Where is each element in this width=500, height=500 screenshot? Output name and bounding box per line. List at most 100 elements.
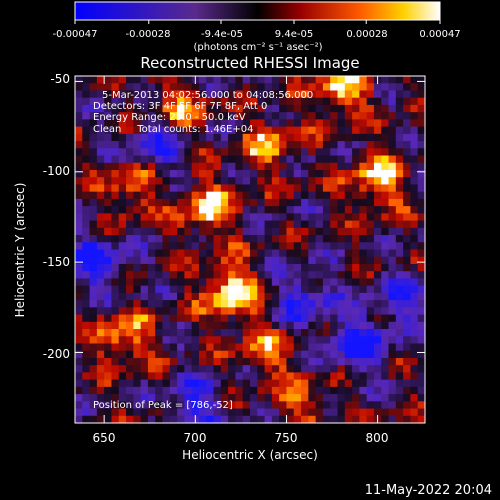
heatmap-cell — [330, 213, 339, 222]
heatmap-cell — [242, 191, 251, 200]
heatmap-cell — [155, 300, 164, 308]
heatmap-cell — [403, 263, 412, 272]
heatmap-cell — [177, 292, 185, 301]
heatmap-cell — [75, 314, 83, 323]
heatmap-cell — [250, 83, 258, 92]
heatmap-cell — [322, 141, 331, 149]
heatmap-cell — [104, 365, 113, 373]
heatmap-cell — [308, 386, 317, 395]
heatmap-cell — [344, 126, 353, 135]
heatmap-cell — [82, 357, 91, 366]
heatmap-cell — [271, 220, 280, 229]
heatmap-cell — [177, 213, 185, 222]
heatmap-cell — [96, 155, 105, 164]
heatmap-cell — [279, 343, 288, 352]
heatmap-cell — [286, 206, 295, 214]
heatmap-cell — [198, 191, 207, 200]
heatmap-cell — [220, 198, 229, 207]
heatmap-cell — [301, 285, 309, 294]
heatmap-cell — [301, 177, 309, 186]
heatmap-cell — [104, 76, 113, 84]
heatmap-cell — [126, 227, 134, 236]
heatmap-cell — [104, 307, 113, 316]
heatmap-cell — [352, 141, 360, 149]
heatmap-cell — [344, 343, 353, 352]
heatmap-cell — [315, 394, 324, 402]
heatmap-cell — [198, 90, 207, 99]
heatmap-cell — [308, 76, 317, 84]
heatmap-cell — [118, 329, 127, 337]
heatmap-cell — [220, 415, 229, 423]
heatmap-cell — [235, 372, 244, 381]
heatmap-cell — [286, 401, 295, 410]
heatmap-cell — [286, 162, 295, 171]
heatmap-cell — [352, 220, 360, 229]
heatmap-cell — [198, 184, 207, 193]
heatmap-cell — [337, 76, 346, 84]
heatmap-cell — [381, 198, 390, 207]
heatmap-cell — [337, 141, 346, 149]
heatmap-cell — [366, 177, 375, 186]
heatmap-cell — [410, 365, 419, 373]
heatmap-cell — [344, 213, 353, 222]
heatmap-cell — [373, 357, 382, 366]
heatmap-cell — [177, 271, 185, 280]
heatmap-cell — [162, 292, 171, 301]
heatmap-cell — [373, 271, 382, 280]
heatmap-cell — [235, 292, 244, 301]
heatmap-cell — [308, 300, 317, 308]
heatmap-cell — [286, 321, 295, 330]
heatmap-cell — [96, 263, 105, 272]
heatmap-cell — [293, 119, 302, 128]
heatmap-cell — [373, 314, 382, 323]
footer-date: 11-May-2022 20:04 — [365, 483, 492, 498]
heatmap-cell — [308, 148, 317, 157]
heatmap-cell — [147, 162, 156, 171]
annotation-time-range: 5-Mar-2013 04:02:56.000 to 04:08:56.000 — [102, 90, 313, 101]
heatmap-cell — [337, 242, 346, 251]
heatmap-cell — [198, 372, 207, 381]
heatmap-cell — [257, 83, 266, 92]
heatmap-cell — [322, 365, 331, 373]
heatmap-cell — [228, 314, 237, 323]
heatmap-cell — [359, 386, 368, 395]
heatmap-cell — [337, 119, 346, 128]
heatmap-cell — [410, 83, 419, 92]
heatmap-cell — [75, 278, 83, 287]
heatmap-cell — [220, 119, 229, 128]
heatmap-cell — [301, 307, 309, 316]
heatmap-cell — [381, 394, 390, 402]
heatmap-cell — [286, 148, 295, 157]
heatmap-cell — [147, 184, 156, 193]
heatmap-cell — [75, 365, 83, 373]
heatmap-cell — [308, 155, 317, 164]
heatmap-cell — [395, 314, 404, 323]
heatmap-cell — [388, 300, 397, 308]
heatmap-cell — [242, 104, 251, 113]
heatmap-cell — [279, 177, 288, 186]
heatmap-cell — [250, 343, 258, 352]
heatmap-cell — [162, 97, 171, 106]
heatmap-cell — [322, 97, 331, 106]
heatmap-cell — [279, 408, 288, 417]
heatmap-cell — [104, 220, 113, 229]
heatmap-cell — [395, 169, 404, 178]
heatmap-cell — [133, 300, 142, 308]
heatmap-cell — [388, 83, 397, 92]
heatmap-cell — [293, 256, 302, 265]
heatmap-cell — [206, 350, 215, 359]
heatmap-cell — [155, 90, 164, 99]
heatmap-cell — [126, 263, 134, 272]
heatmap-cell — [337, 357, 346, 366]
heatmap-cell — [191, 213, 200, 222]
heatmap-cell — [388, 372, 397, 381]
heatmap-cell — [395, 336, 404, 345]
heatmap-cell — [184, 401, 193, 410]
heatmap-cell — [213, 235, 222, 243]
y-tick-labels: -50 -100 -150 -200 — [43, 72, 70, 361]
heatmap-cell — [213, 184, 222, 193]
heatmap-cell — [133, 220, 142, 229]
heatmap-cell — [198, 112, 207, 120]
heatmap-cell — [417, 285, 425, 294]
heatmap-cell — [155, 155, 164, 164]
